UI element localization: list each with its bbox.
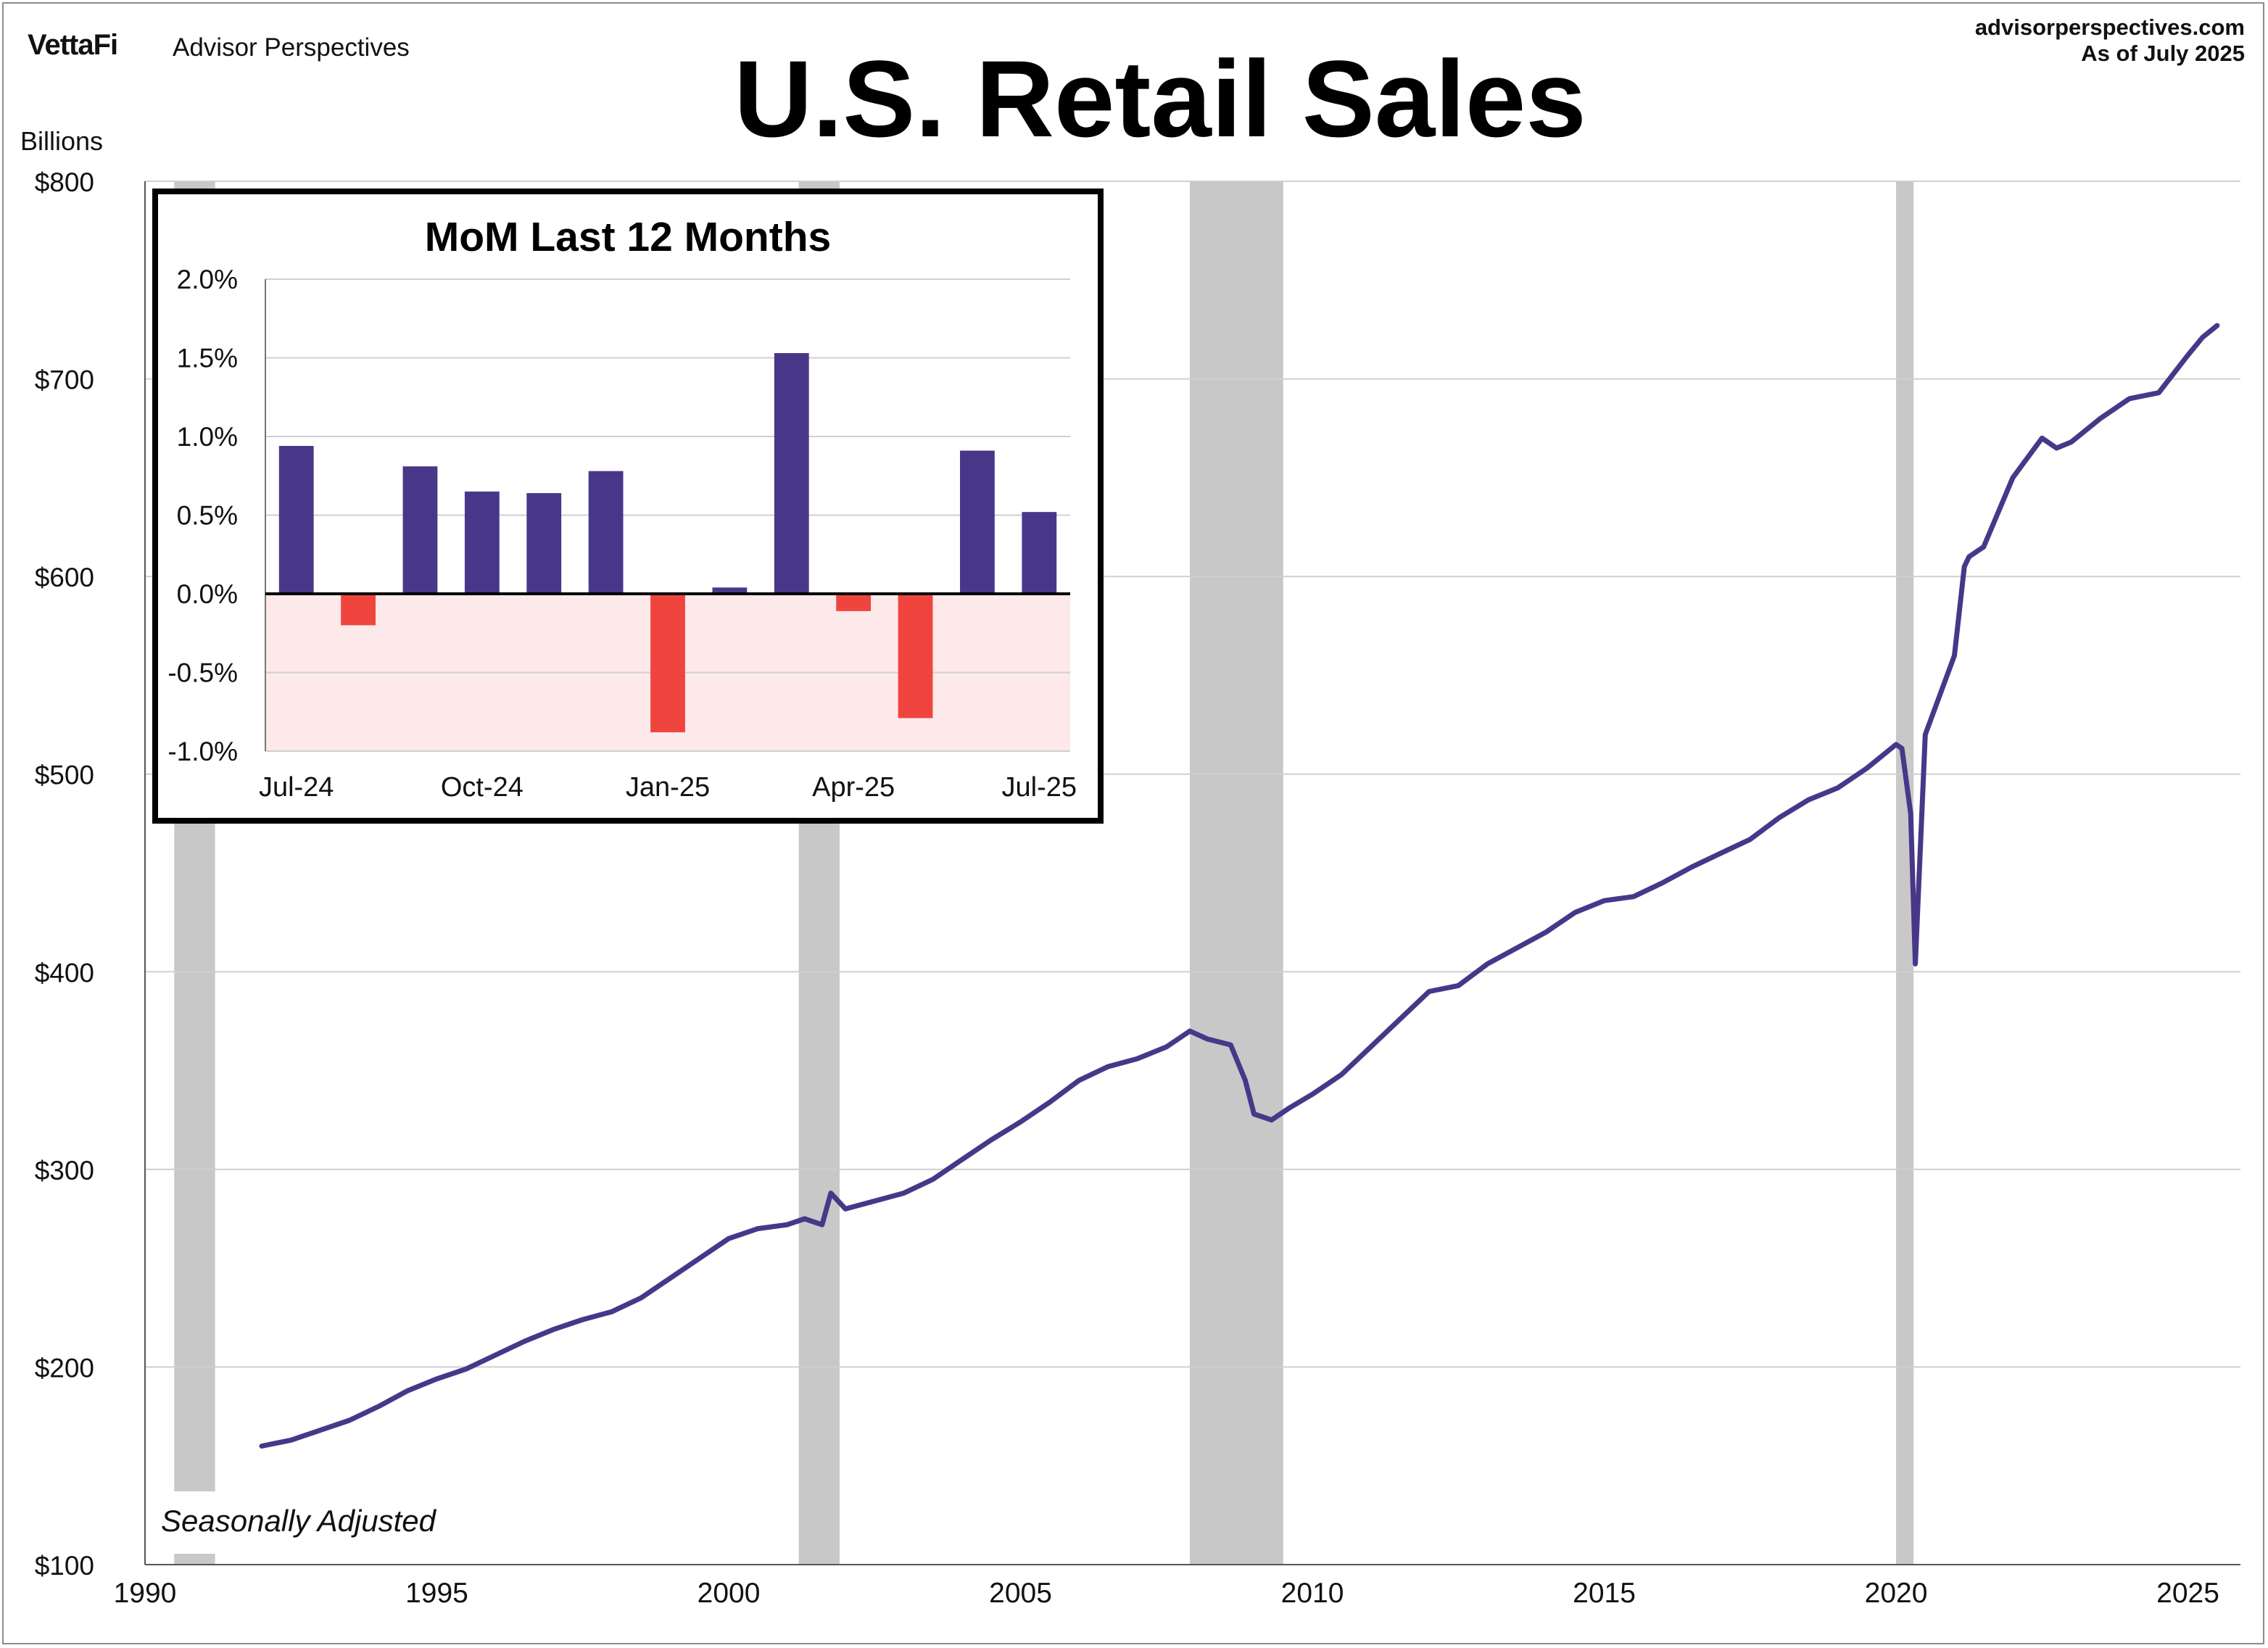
bar-nov-24 xyxy=(526,493,562,594)
bar-feb-25 xyxy=(712,587,748,594)
inset-title: MoM Last 12 Months xyxy=(425,214,832,260)
inset-y-tick-label: 1.5% xyxy=(177,344,238,373)
x-tick-label: 1995 xyxy=(405,1578,468,1609)
site-url: advisorperspectives.com xyxy=(1974,15,2245,40)
y-tick-label: $500 xyxy=(35,761,94,790)
x-tick-label: 2000 xyxy=(698,1578,761,1609)
inset-y-tick-label: -1.0% xyxy=(167,737,238,766)
bar-dec-24 xyxy=(588,471,624,594)
chart-title: U.S. Retail Sales xyxy=(734,38,1586,160)
bar-aug-24 xyxy=(341,594,376,626)
bar-jul-25 xyxy=(1022,512,1057,594)
inset-x-tick-label: Oct-24 xyxy=(441,772,523,803)
inset-y-tick-label: 2.0% xyxy=(177,265,238,294)
y-tick-label: $200 xyxy=(35,1353,94,1383)
bar-mar-25 xyxy=(774,352,809,594)
y-tick-label: $100 xyxy=(35,1551,94,1581)
recession-band-2 xyxy=(1189,181,1283,1565)
inset-y-tick-label: 0.5% xyxy=(177,501,238,531)
y-tick-label: $700 xyxy=(35,365,94,395)
x-tick-label: 2020 xyxy=(1865,1578,1928,1609)
inset-x-tick-label: Apr-25 xyxy=(812,772,895,803)
inset-chart: MoM Last 12 Months 2.0% 1.5% 1.0% 0.5% 0.0% -0… xyxy=(152,189,1104,824)
brand-subtitle: Advisor Perspectives xyxy=(173,33,410,62)
bar-oct-24 xyxy=(464,491,500,594)
y-axis-label: Billions xyxy=(20,126,104,156)
bar-sep-24 xyxy=(402,466,438,594)
x-tick-label: 2025 xyxy=(2156,1578,2219,1609)
inset-y-tick-label: 0.0% xyxy=(177,579,238,609)
y-tick-label: $600 xyxy=(35,563,94,592)
x-tick-label: 1990 xyxy=(114,1578,177,1609)
y-tick-label: $800 xyxy=(35,167,94,197)
bar-jul-24 xyxy=(278,446,314,594)
x-tick-label: 2005 xyxy=(989,1578,1052,1609)
brand-logo: VettaFi xyxy=(28,29,118,61)
bar-jan-25 xyxy=(650,594,685,732)
source-info: advisorperspectives.com As of July 2025 xyxy=(1975,15,2245,67)
inset-y-tick-label: 1.0% xyxy=(177,422,238,452)
y-tick-label: $400 xyxy=(35,958,94,987)
inset-x-tick-label: Jul-25 xyxy=(1002,772,1077,803)
inset-x-tick-label: Jul-24 xyxy=(259,772,334,803)
note-background xyxy=(149,1491,482,1554)
bar-apr-25 xyxy=(836,594,872,611)
seasonally-adjusted-note: Seasonally Adjusted xyxy=(161,1504,436,1538)
inset-y-tick-label: -0.5% xyxy=(167,658,238,688)
y-tick-label: $300 xyxy=(35,1156,94,1185)
x-tick-label: 2010 xyxy=(1281,1578,1344,1609)
retail-sales-line xyxy=(259,323,2220,1449)
inset-x-tick-label: Jan-25 xyxy=(626,772,710,803)
bar-jun-25 xyxy=(960,450,995,594)
bar-may-25 xyxy=(898,594,933,719)
x-tick-label: 2015 xyxy=(1573,1578,1636,1609)
as-of-date: As of July 2025 xyxy=(2081,41,2245,66)
